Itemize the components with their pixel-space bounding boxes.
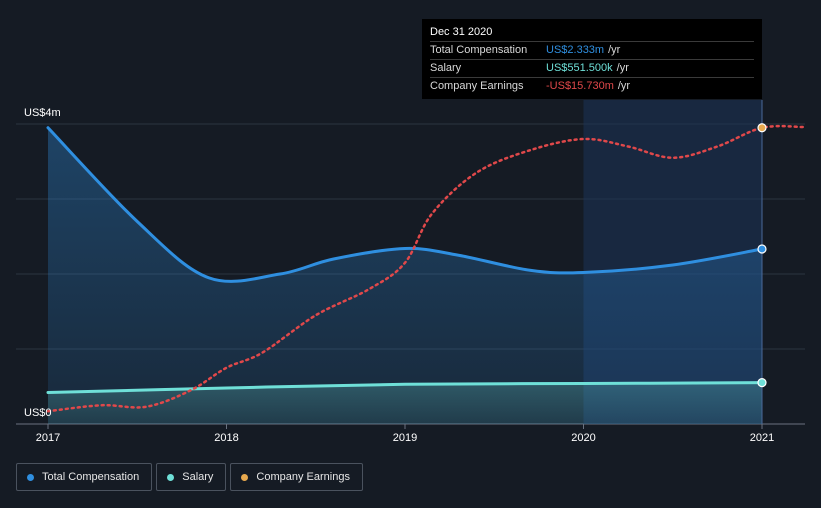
legend-label: Salary <box>182 471 214 483</box>
tooltip-row-salary: Salary US$551.500k /yr <box>430 59 754 77</box>
tooltip-value: US$2.333m <box>546 44 605 56</box>
tooltip-unit: /yr <box>616 62 629 74</box>
total-compensation-marker <box>757 244 767 254</box>
tooltip-value: -US$15.730m <box>546 80 614 92</box>
salary-marker <box>757 378 767 388</box>
salary-line <box>46 381 764 394</box>
x-tick-label: 2019 <box>393 432 417 444</box>
legend-dot-icon <box>241 473 249 481</box>
x-axis-labels: 2017 2018 2019 2020 2021 <box>36 424 774 444</box>
x-tick-label: 2020 <box>571 432 595 444</box>
tooltip-label: Total Compensation <box>430 44 528 56</box>
total-compensation-area <box>48 127 762 424</box>
legend-item-total-compensation[interactable]: Total Compensation <box>16 463 153 491</box>
tooltip-value: US$551.500k <box>546 62 613 74</box>
x-tick-label: 2021 <box>750 432 774 444</box>
legend-item-company-earnings[interactable]: Company Earnings <box>230 463 363 491</box>
tooltip-unit: /yr <box>617 80 631 92</box>
x-tick-label: 2018 <box>214 432 238 444</box>
legend-label: Company Earnings <box>256 471 350 483</box>
tooltip-row-company-earnings: Company Earnings -US$15.730m /yr <box>430 77 754 95</box>
legend-dot-icon <box>167 473 175 481</box>
x-tick-label: 2017 <box>36 432 60 444</box>
tooltip-date: Dec 31 2020 <box>430 26 493 38</box>
tooltip-row-total-compensation: Total Compensation US$2.333m /yr <box>430 41 754 59</box>
tooltip-unit: /yr <box>608 44 621 56</box>
legend-dot-icon <box>27 473 34 481</box>
company-earnings-marker <box>757 123 767 133</box>
salary-area <box>48 382 762 424</box>
compensation-chart: US$4m US$0 2017 2018 2019 2020 2021 <box>16 100 805 444</box>
tooltip-label: Salary <box>430 62 462 74</box>
chart-legend: Total Compensation Salary Company Earnin… <box>16 463 363 491</box>
company-earnings-line <box>46 124 805 413</box>
y-tick-label-top: US$4m <box>24 107 61 119</box>
tooltip-label: Company Earnings <box>430 80 524 92</box>
series-lines <box>46 124 805 413</box>
series-areas <box>48 127 762 424</box>
series-markers <box>757 123 767 388</box>
total-compensation-line <box>46 126 764 283</box>
y-tick-label-bottom: US$0 <box>24 407 52 419</box>
legend-label: Total Compensation <box>42 471 140 483</box>
legend-item-salary[interactable]: Salary <box>156 463 227 491</box>
tooltip: Dec 31 2020 Total Compensation US$2.333m… <box>422 19 762 99</box>
